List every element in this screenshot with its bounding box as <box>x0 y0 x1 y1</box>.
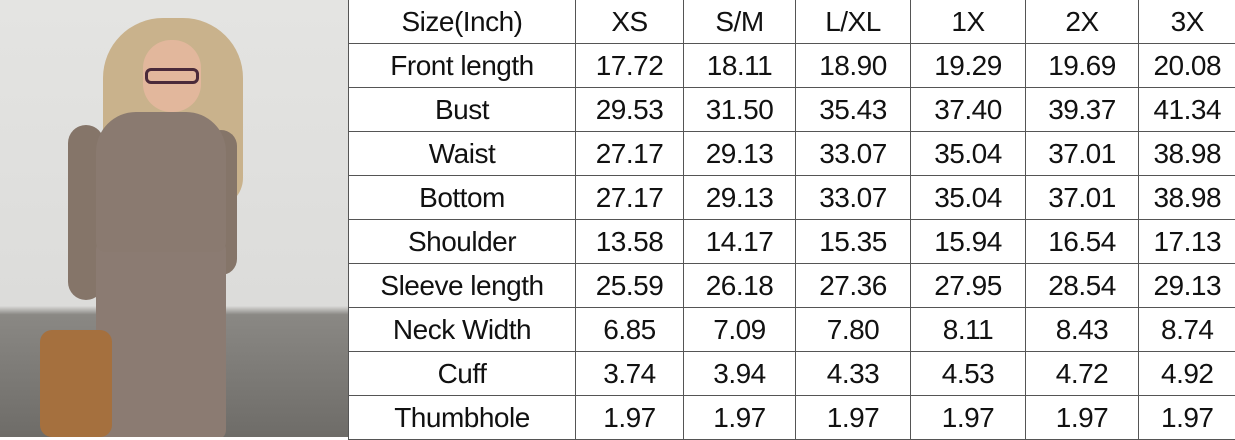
measurement-value: 38.98 <box>1139 176 1235 220</box>
measurement-value: 29.13 <box>1139 264 1235 308</box>
measurement-value: 27.17 <box>576 132 684 176</box>
measurement-value: 7.09 <box>684 308 796 352</box>
size-column-header: 2X <box>1026 0 1139 44</box>
model-glasses <box>145 68 199 84</box>
measurement-value: 33.07 <box>796 132 911 176</box>
measurement-value: 19.29 <box>911 44 1026 88</box>
measurement-value: 6.85 <box>576 308 684 352</box>
measurement-value: 1.97 <box>576 396 684 440</box>
measurement-value: 29.53 <box>576 88 684 132</box>
measurement-value: 4.33 <box>796 352 911 396</box>
measurement-value: 7.80 <box>796 308 911 352</box>
measurement-value: 29.13 <box>684 176 796 220</box>
measurement-label: Cuff <box>349 352 576 396</box>
product-model-photo <box>0 0 348 437</box>
measurement-value: 41.34 <box>1139 88 1235 132</box>
measurement-value: 16.54 <box>1026 220 1139 264</box>
measurement-label: Shoulder <box>349 220 576 264</box>
measurement-value: 8.74 <box>1139 308 1235 352</box>
measurement-value: 39.37 <box>1026 88 1139 132</box>
size-column-header: 3X <box>1139 0 1235 44</box>
measurement-value: 18.11 <box>684 44 796 88</box>
measurement-value: 17.72 <box>576 44 684 88</box>
handbag <box>40 330 112 437</box>
measurement-value: 1.97 <box>911 396 1026 440</box>
model-top <box>96 112 226 252</box>
measurement-value: 13.58 <box>576 220 684 264</box>
size-column-header: XS <box>576 0 684 44</box>
measurement-value: 27.95 <box>911 264 1026 308</box>
measurement-value: 26.18 <box>684 264 796 308</box>
measurement-value: 18.90 <box>796 44 911 88</box>
measurement-value: 37.01 <box>1026 132 1139 176</box>
measurement-value: 17.13 <box>1139 220 1235 264</box>
measurement-value: 29.13 <box>684 132 796 176</box>
measurement-value: 1.97 <box>1026 396 1139 440</box>
measurement-value: 19.69 <box>1026 44 1139 88</box>
measurement-value: 8.11 <box>911 308 1026 352</box>
measurement-value: 4.92 <box>1139 352 1235 396</box>
measurement-value: 35.04 <box>911 176 1026 220</box>
size-unit-header: Size(Inch) <box>349 0 576 44</box>
measurement-label: Waist <box>349 132 576 176</box>
measurement-value: 8.43 <box>1026 308 1139 352</box>
measurement-label: Bust <box>349 88 576 132</box>
measurement-value: 1.97 <box>796 396 911 440</box>
measurement-value: 28.54 <box>1026 264 1139 308</box>
measurement-value: 3.74 <box>576 352 684 396</box>
measurement-value: 27.36 <box>796 264 911 308</box>
measurement-value: 4.72 <box>1026 352 1139 396</box>
measurement-value: 35.43 <box>796 88 911 132</box>
measurement-value: 1.97 <box>684 396 796 440</box>
measurement-value: 37.40 <box>911 88 1026 132</box>
measurement-value: 25.59 <box>576 264 684 308</box>
measurement-value: 1.97 <box>1139 396 1235 440</box>
measurement-label: Front length <box>349 44 576 88</box>
measurement-label: Bottom <box>349 176 576 220</box>
measurement-value: 20.08 <box>1139 44 1235 88</box>
measurement-value: 27.17 <box>576 176 684 220</box>
measurement-value: 15.94 <box>911 220 1026 264</box>
measurement-value: 3.94 <box>684 352 796 396</box>
size-column-header: 1X <box>911 0 1026 44</box>
measurement-value: 4.53 <box>911 352 1026 396</box>
model-pants <box>96 240 226 437</box>
measurement-label: Neck Width <box>349 308 576 352</box>
measurement-value: 35.04 <box>911 132 1026 176</box>
size-column-header: S/M <box>684 0 796 44</box>
measurement-value: 38.98 <box>1139 132 1235 176</box>
measurement-value: 31.50 <box>684 88 796 132</box>
measurement-label: Sleeve length <box>349 264 576 308</box>
size-column-header: L/XL <box>796 0 911 44</box>
measurement-value: 37.01 <box>1026 176 1139 220</box>
measurement-value: 14.17 <box>684 220 796 264</box>
measurement-value: 33.07 <box>796 176 911 220</box>
measurement-value: 15.35 <box>796 220 911 264</box>
measurement-label: Thumbhole <box>349 396 576 440</box>
